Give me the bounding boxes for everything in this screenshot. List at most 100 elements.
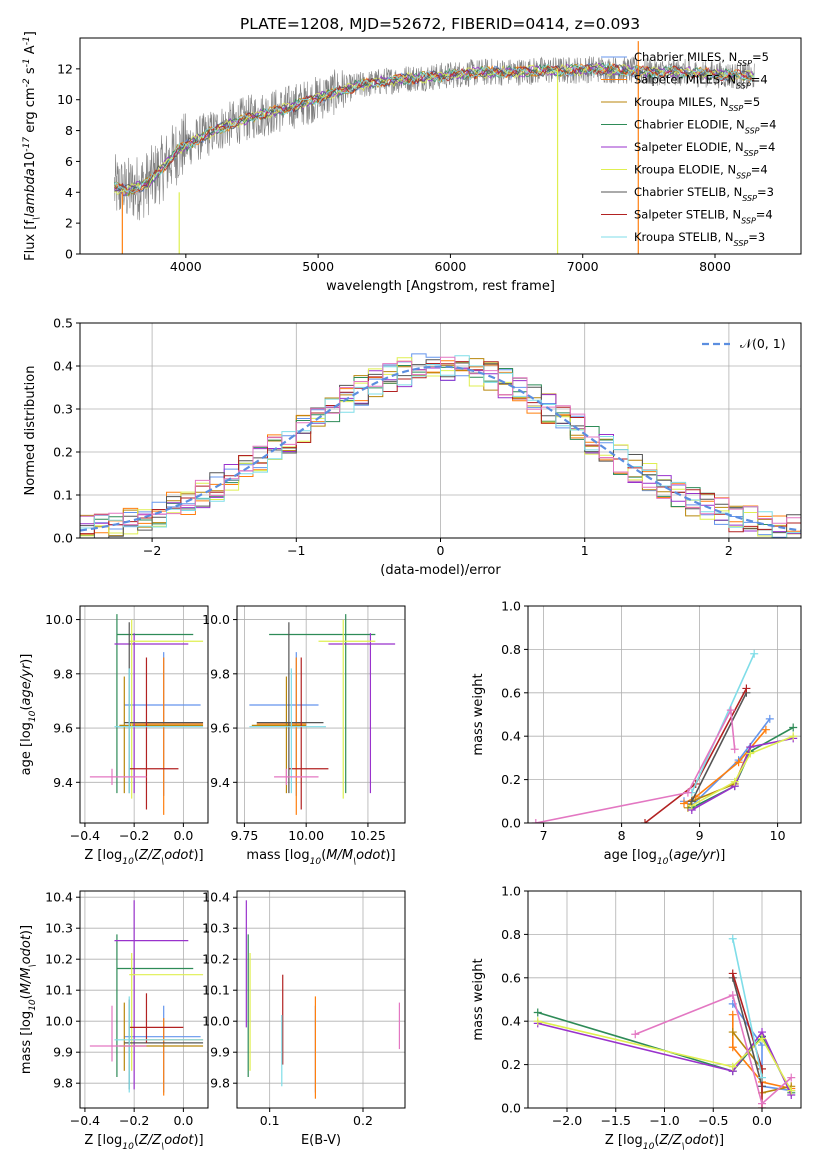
x-tick-label: 8: [618, 828, 626, 843]
weight-point-marker: [758, 1099, 766, 1108]
weight-point-marker: [789, 723, 798, 732]
metallicity-weight-panel: −2.0 −1.5 −1.0 −0.5 0.0 0.0 0.2 0.4 0.6 0.8 1.0 Z […: [471, 884, 802, 1152]
legend-entry: Chabrier MILES, NSSP=5: [634, 50, 769, 68]
legend-entry: Kroupa ELODIE, NSSP=4: [634, 163, 768, 181]
y-tick-label: 9.8: [210, 666, 230, 681]
x-tick-label: −1.5: [601, 1113, 631, 1128]
metallicity-age-panel: −0.4 −0.2 0.0 9.4 9.6 9.8 10.0 Z [log10(Z/Z\odo…: [19, 605, 209, 867]
weight-point-marker: [758, 1073, 766, 1082]
x-tick-label: −2.0: [552, 1113, 582, 1128]
weight-point-marker: [631, 1030, 640, 1039]
weight-point-marker: [758, 1034, 766, 1043]
y-tick-label: 0.6: [501, 685, 521, 700]
plot-area: [531, 649, 798, 823]
y-tick-label: 0.4: [53, 359, 73, 374]
y-tick-label: 10: [57, 92, 73, 107]
weight-point-marker: [730, 777, 739, 786]
y-axis-label: mass [log10(M/M\odot)]: [19, 925, 38, 1074]
legend-entry: 𝒩(0, 1): [740, 336, 786, 351]
x-axis-label: Z [log10(Z/Z\odot)]: [84, 1133, 203, 1152]
weight-series-line: [691, 653, 755, 793]
weight-series-line: [691, 692, 748, 802]
weight-point-marker: [680, 799, 688, 808]
y-tick-label: 9.9: [53, 1045, 73, 1060]
weight-point-marker: [734, 758, 743, 767]
x-tick-label: 10.25: [350, 828, 386, 843]
x-tick-label: −0.4: [70, 1113, 100, 1128]
y-tick-label: 9.4: [53, 775, 73, 790]
weight-series-line: [635, 994, 792, 1106]
y-tick-label: 6: [65, 154, 73, 169]
weight-point-marker: [683, 788, 692, 797]
y-tick-label: 12: [57, 61, 73, 76]
weight-point-marker: [742, 684, 751, 693]
y-axis-label: mass weight: [471, 673, 486, 755]
residual-histogram-panel: −2 −1 0 1 2 0.0 0.1 0.2 0.3 0.4 0.5 (data-model)/er…: [23, 316, 802, 578]
x-axis-label: wavelength [Angstrom, rest frame]: [326, 279, 555, 294]
weight-series-line: [535, 707, 736, 823]
axes-frame: [79, 605, 209, 824]
model-spectrum-line: [114, 63, 755, 194]
ebv-mass-panel: 0.1 0.2 9.8 9.9 10.0 10.1 10.2 10.3 10.4 E(B-V): [202, 890, 406, 1148]
y-tick-label: 0.0: [501, 1101, 521, 1116]
y-tick-label: 0: [65, 247, 73, 262]
weight-point-marker: [730, 745, 739, 754]
figure-title: PLATE=1208, MJD=52672, FIBERID=0414, z=0…: [240, 15, 640, 33]
y-tick-label: 10.3: [45, 921, 73, 936]
weight-point-marker: [531, 819, 540, 823]
x-tick-label: 0.2: [353, 1113, 373, 1128]
x-tick-label: 7: [540, 828, 548, 843]
weight-series-line: [691, 735, 794, 807]
y-tick-label: 10.3: [202, 921, 230, 936]
y-tick-label: 0.4: [501, 729, 521, 744]
y-tick-label: 0.4: [501, 1014, 521, 1029]
y-tick-label: 0.6: [501, 970, 521, 985]
residual-histogram-step: [80, 356, 801, 532]
x-tick-label: −0.4: [70, 828, 100, 843]
x-tick-label: 0.0: [752, 1113, 772, 1128]
axes-frame: [236, 605, 406, 824]
weight-point-marker: [728, 1010, 737, 1019]
weight-point-marker: [728, 991, 737, 1000]
y-tick-label: 0.8: [501, 642, 521, 657]
y-tick-label: 10.0: [202, 1014, 230, 1029]
weight-point-marker: [728, 1028, 737, 1037]
model-spectrum-line: [114, 62, 755, 194]
y-tick-label: 9.8: [53, 1076, 73, 1091]
x-tick-label: 2: [725, 543, 733, 558]
y-tick-label: 0.8: [501, 927, 521, 942]
y-tick-label: 0.2: [501, 1057, 521, 1072]
legend-entry: Chabrier STELIB, NSSP=3: [634, 185, 774, 203]
age-weight-panel: 7 8 9 10 0.0 0.2 0.4 0.6 0.8 1.0 age [log10(age/yr…: [471, 599, 802, 867]
mass-age-panel: 9.75 10.00 10.25 9.4 9.6 9.8 10.0 mass [log10(M…: [202, 605, 406, 867]
y-axis-label: Flux [f\lambda10-17 erg cm-2 s-1 A-1]: [22, 31, 42, 261]
x-tick-label: 8000: [699, 259, 731, 274]
x-tick-label: −0.2: [119, 828, 149, 843]
y-tick-label: 9.9: [210, 1045, 230, 1060]
axes-frame: [79, 37, 802, 255]
weight-series-line: [537, 1020, 792, 1091]
x-axis-label: (data-model)/error: [380, 563, 501, 578]
x-tick-label: 9.75: [230, 828, 258, 843]
legend-entry: Kroupa STELIB, NSSP=3: [634, 230, 765, 248]
x-tick-label: −1: [287, 543, 305, 558]
y-tick-label: 9.8: [210, 1076, 230, 1091]
x-tick-label: 4000: [170, 259, 202, 274]
x-tick-label: 10.00: [288, 828, 324, 843]
y-tick-label: 9.4: [210, 775, 230, 790]
y-tick-label: 0.0: [501, 816, 521, 831]
weight-point-marker: [728, 1043, 737, 1052]
y-tick-label: 9.6: [210, 721, 230, 736]
axes-frame: [527, 605, 802, 824]
x-axis-label: age [log10(age/yr)]: [604, 848, 726, 867]
model-spectrum-line: [114, 63, 755, 193]
y-tick-label: 1.0: [501, 884, 521, 899]
x-tick-label: 0.0: [173, 828, 193, 843]
plot-area: [89, 900, 204, 1096]
weight-point-marker: [765, 714, 774, 723]
weight-point-marker: [758, 1064, 766, 1073]
y-tick-label: 10.0: [45, 612, 73, 627]
y-tick-label: 10.0: [202, 612, 230, 627]
y-tick-label: 0.0: [53, 531, 73, 546]
